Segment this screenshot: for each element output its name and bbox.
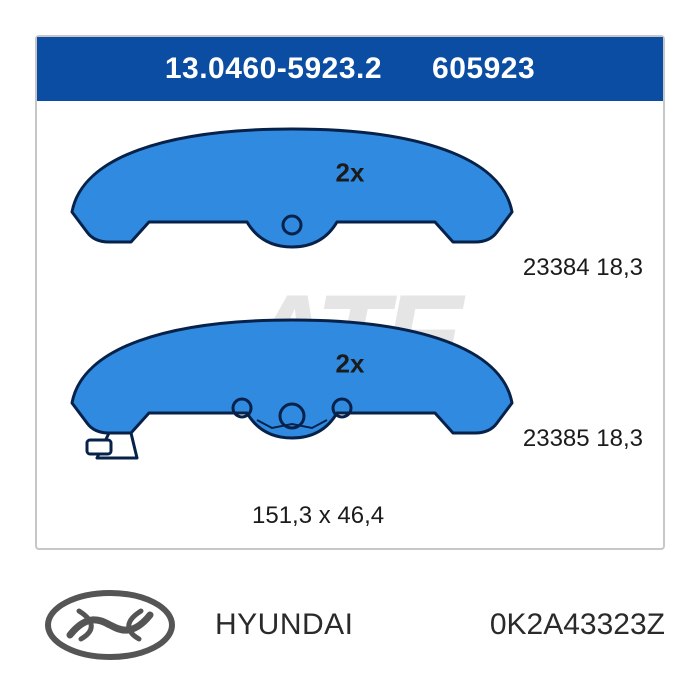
brake-pad-bottom-svg	[57, 308, 527, 463]
dimension-label: 151,3 x 46,4	[252, 502, 384, 530]
brake-pad-bottom: 2x 23385 18,3	[37, 308, 663, 478]
header-code: 605923	[432, 52, 535, 86]
sensor-tab-icon	[87, 433, 137, 458]
diagram-box: 13.0460-5923.2 605923 ATE 2x 23384 18,3	[35, 35, 665, 550]
brake-pad-top: 2x 23384 18,3	[37, 117, 663, 287]
qty-label-bottom: 2x	[336, 349, 365, 380]
footer-part-number: 0K2A43323Z	[490, 608, 665, 642]
header-part-ref: 13.0460-5923.2	[165, 52, 382, 86]
footer-bar: HYUNDAI 0K2A43323Z	[35, 580, 665, 670]
brake-pad-top-svg	[57, 117, 527, 262]
hyundai-logo-icon	[35, 585, 185, 665]
diagram-header: 13.0460-5923.2 605923	[37, 37, 663, 101]
stage: 13.0460-5923.2 605923 ATE 2x 23384 18,3	[0, 0, 700, 700]
qty-label-top: 2x	[336, 158, 365, 189]
side-label-bottom: 23385 18,3	[523, 425, 643, 453]
side-label-top: 23384 18,3	[523, 254, 643, 282]
brand-label: HYUNDAI	[215, 608, 354, 642]
pads-area: 2x 23384 18,3 2x 23385	[37, 117, 663, 488]
